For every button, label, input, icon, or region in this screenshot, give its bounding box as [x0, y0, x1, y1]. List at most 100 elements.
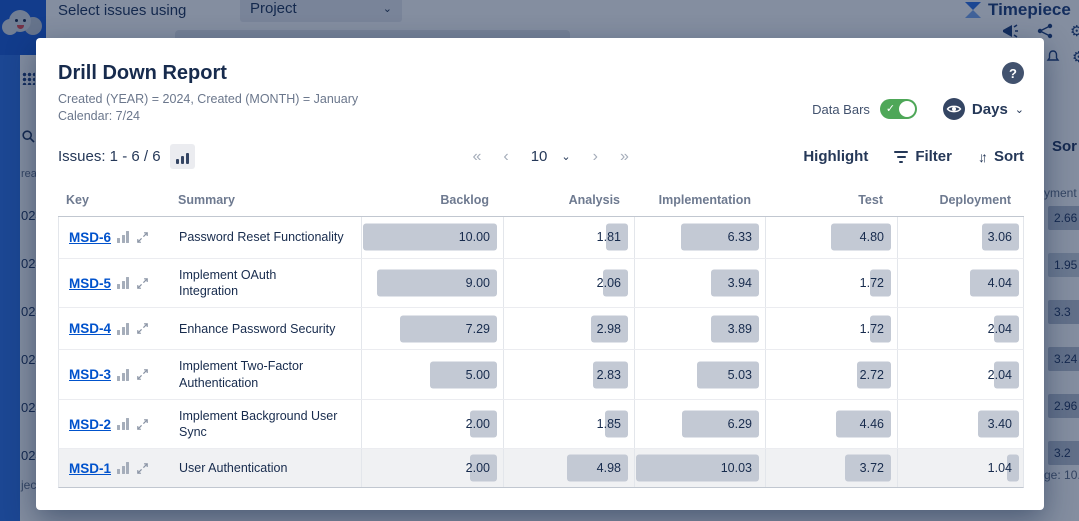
implementation-cell: 6.33 — [634, 217, 765, 258]
issue-chart-icon[interactable] — [117, 418, 129, 430]
cell-value: 1.04 — [988, 461, 1012, 475]
pagination: « ‹ 10 ⌄ › » — [298, 148, 803, 165]
filter-icon — [894, 151, 908, 163]
col-header-analysis[interactable]: Analysis — [502, 187, 633, 216]
cell-value: 4.04 — [988, 276, 1012, 290]
analysis-cell: 1.85 — [503, 400, 634, 449]
cell-value: 4.80 — [860, 230, 884, 244]
table-row: MSD-5 Implement OAuth Integration 9.00 2… — [58, 259, 1024, 309]
cell-value: 6.29 — [728, 417, 752, 431]
test-cell: 1.72 — [765, 308, 897, 349]
test-cell: 1.72 — [765, 259, 897, 308]
last-page-button[interactable]: » — [620, 149, 629, 165]
summary-cell: Enhance Password Security — [171, 308, 361, 349]
deployment-cell: 1.04 — [897, 449, 1025, 487]
cell-value: 7.29 — [466, 322, 490, 336]
issue-chart-icon[interactable] — [117, 462, 129, 474]
issue-key-link[interactable]: MSD-4 — [69, 321, 111, 336]
backlog-cell: 9.00 — [361, 259, 503, 308]
test-cell: 3.72 — [765, 449, 897, 487]
table-row: MSD-1 User Authentication 2.00 4.98 10.0… — [58, 449, 1024, 488]
analysis-cell: 2.06 — [503, 259, 634, 308]
help-button[interactable]: ? — [1002, 62, 1024, 84]
data-bars-toggle[interactable]: ✓ — [880, 99, 917, 119]
col-header-implementation[interactable]: Implementation — [633, 187, 764, 216]
key-cell: MSD-1 — [59, 449, 171, 487]
cell-value: 2.00 — [466, 417, 490, 431]
cell-value: 4.46 — [860, 417, 884, 431]
cell-value: 2.72 — [860, 368, 884, 382]
issue-chart-icon[interactable] — [117, 277, 129, 289]
col-header-backlog[interactable]: Backlog — [360, 187, 502, 216]
expand-icon[interactable] — [135, 367, 150, 382]
filter-button[interactable]: Filter — [894, 148, 952, 165]
cell-value: 9.00 — [466, 276, 490, 290]
issue-key-link[interactable]: MSD-5 — [69, 276, 111, 291]
key-cell: MSD-3 — [59, 350, 171, 399]
sort-arrows-icon: ↓↑ — [978, 149, 984, 165]
col-header-test[interactable]: Test — [764, 187, 896, 216]
cell-value: 2.98 — [597, 322, 621, 336]
cell-value: 3.89 — [728, 322, 752, 336]
issue-key-link[interactable]: MSD-6 — [69, 230, 111, 245]
table-row: MSD-3 Implement Two-Factor Authenticatio… — [58, 350, 1024, 400]
cell-value: 10.03 — [721, 461, 752, 475]
issue-key-link[interactable]: MSD-3 — [69, 367, 111, 382]
col-header-summary[interactable]: Summary — [170, 187, 360, 216]
prev-page-button[interactable]: ‹ — [503, 149, 508, 165]
expand-icon[interactable] — [135, 230, 150, 245]
col-header-key[interactable]: Key — [58, 187, 170, 216]
chart-view-button[interactable] — [170, 144, 195, 169]
implementation-cell: 3.94 — [634, 259, 765, 308]
expand-icon[interactable] — [135, 276, 150, 291]
table-header-row: Key Summary Backlog Analysis Implementat… — [58, 187, 1024, 217]
data-bars-label: Data Bars — [812, 102, 870, 117]
unit-dropdown[interactable]: Days ⌄ — [943, 98, 1024, 120]
next-page-button[interactable]: › — [593, 149, 598, 165]
cell-value: 5.03 — [728, 368, 752, 382]
issue-chart-icon[interactable] — [117, 231, 129, 243]
key-cell: MSD-6 — [59, 217, 171, 258]
implementation-cell: 6.29 — [634, 400, 765, 449]
cell-value: 2.04 — [988, 322, 1012, 336]
first-page-button[interactable]: « — [472, 149, 481, 165]
issues-count-label: Issues: 1 - 6 / 6 — [58, 148, 161, 165]
expand-icon[interactable] — [135, 321, 150, 336]
issue-chart-icon[interactable] — [117, 369, 129, 381]
issue-key-link[interactable]: MSD-1 — [69, 461, 111, 476]
test-cell: 2.72 — [765, 350, 897, 399]
issue-chart-icon[interactable] — [117, 323, 129, 335]
check-icon: ✓ — [886, 102, 895, 115]
issue-key-link[interactable]: MSD-2 — [69, 417, 111, 432]
page-size-dropdown[interactable]: 10 ⌄ — [531, 148, 571, 165]
implementation-cell: 5.03 — [634, 350, 765, 399]
implementation-cell: 3.89 — [634, 308, 765, 349]
deployment-cell: 2.04 — [897, 308, 1025, 349]
key-cell: MSD-5 — [59, 259, 171, 308]
drill-down-table: Key Summary Backlog Analysis Implementat… — [58, 187, 1024, 489]
cell-value: 3.94 — [728, 276, 752, 290]
sort-button[interactable]: ↓↑ Sort — [978, 148, 1024, 165]
deployment-cell: 4.04 — [897, 259, 1025, 308]
cell-value: 5.00 — [466, 368, 490, 382]
cell-value: 1.72 — [860, 322, 884, 336]
page-size-value: 10 — [531, 148, 548, 165]
highlight-button[interactable]: Highlight — [803, 148, 868, 165]
screen: Select issues using Project ⌄ Timepiece … — [0, 0, 1079, 521]
backlog-cell: 7.29 — [361, 308, 503, 349]
test-cell: 4.80 — [765, 217, 897, 258]
analysis-cell: 4.98 — [503, 449, 634, 487]
summary-cell: Implement OAuth Integration — [171, 259, 296, 308]
chevron-down-icon: ⌄ — [561, 150, 570, 163]
implementation-cell: 10.03 — [634, 449, 765, 487]
cell-value: 1.85 — [597, 417, 621, 431]
summary-cell: User Authentication — [171, 449, 361, 487]
col-header-deployment[interactable]: Deployment — [896, 187, 1024, 216]
deployment-cell: 2.04 — [897, 350, 1025, 399]
page-title: Drill Down Report — [58, 62, 358, 85]
expand-icon[interactable] — [135, 461, 150, 476]
cell-value: 3.72 — [860, 461, 884, 475]
expand-icon[interactable] — [135, 417, 150, 432]
summary-cell: Password Reset Functionality — [171, 217, 361, 258]
cell-value: 2.00 — [466, 461, 490, 475]
